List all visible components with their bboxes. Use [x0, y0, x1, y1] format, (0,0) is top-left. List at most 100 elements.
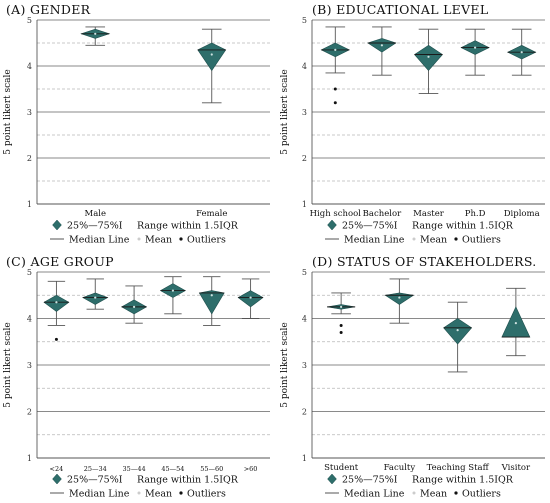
category-label: Teaching Staff	[427, 463, 490, 473]
mean-marker	[171, 289, 175, 292]
legend-outliers-label: Outliers	[187, 235, 226, 246]
legend-box-label: 25%—75%I	[67, 221, 123, 232]
legend-box-swatch	[327, 473, 337, 485]
category-label: >60	[244, 465, 258, 473]
iqr-box	[414, 44, 443, 72]
category-label: 35—44	[123, 465, 146, 473]
box-1	[43, 280, 70, 341]
box-3	[121, 285, 148, 324]
y-tick-label: 5	[27, 268, 32, 277]
legend-range-label: Range within 1.5IQR	[137, 221, 239, 232]
outlier-point	[333, 87, 337, 91]
mean-marker	[210, 53, 213, 56]
legend-range-label: Range within 1.5IQR	[137, 475, 239, 486]
box-3	[414, 28, 443, 95]
panel-c: (C) AGE GROUP 1 2 3 4 5 5 point likert scale <2…	[3, 254, 270, 500]
legend: 25%—75%I Range within 1.5IQR Median Line Me…	[325, 219, 514, 246]
category-label: 45—54	[161, 465, 184, 473]
y-tick-label: 3	[27, 361, 32, 370]
legend-median-label: Median Line	[344, 235, 405, 246]
outlier-point	[339, 330, 343, 334]
legend-mean-label: Mean	[145, 235, 172, 246]
legend-mean-label: Mean	[420, 489, 447, 500]
legend-box-label: 25%—75%I	[342, 475, 398, 486]
iqr-box	[43, 294, 70, 312]
legend-box-swatch	[52, 219, 62, 231]
legend-mean-swatch	[412, 237, 416, 241]
box-1	[320, 26, 350, 105]
category-label: Master	[413, 209, 445, 219]
y-axis-label: 5 point likert scale	[280, 322, 290, 407]
legend-outlier-swatch	[454, 237, 458, 241]
legend: 25%—75%I Range within 1.5IQR Median Line Me…	[50, 473, 239, 500]
legend: 25%—75%I Range within 1.5IQR Median Line Me…	[50, 219, 239, 246]
box-5	[198, 276, 225, 326]
box-1	[80, 26, 111, 46]
mean-marker	[132, 305, 136, 308]
iqr-box	[197, 42, 227, 72]
y-tick-label: 2	[27, 154, 32, 163]
legend-mean-swatch	[137, 491, 141, 495]
legend-outliers-label: Outliers	[187, 489, 226, 500]
box-3	[443, 301, 473, 373]
mean-marker	[94, 296, 97, 299]
y-tick-label: 4	[302, 315, 307, 324]
category-label: Ph.D	[465, 209, 486, 219]
outlier-point	[333, 101, 337, 105]
mean-marker	[474, 46, 477, 49]
box-2	[384, 278, 415, 324]
box-2	[367, 26, 397, 76]
legend-mean-swatch	[412, 491, 416, 495]
iqr-box	[384, 292, 415, 305]
category-label: 55—60	[200, 465, 223, 473]
y-tick-label: 2	[302, 154, 307, 163]
y-tick-label: 1	[302, 200, 307, 209]
y-tick-label: 5	[302, 16, 307, 25]
mean-marker	[249, 296, 252, 299]
mean-marker	[456, 329, 459, 332]
category-label: 25—34	[84, 465, 107, 473]
outlier-point	[54, 337, 58, 341]
box-4	[460, 28, 490, 76]
y-tick-label: 2	[27, 408, 32, 417]
box-1	[327, 292, 356, 334]
mean-marker	[427, 55, 430, 58]
legend-mean-label: Mean	[145, 489, 172, 500]
mean-marker	[520, 51, 523, 54]
panel-title: (A) GENDER	[6, 2, 91, 17]
box-2	[197, 28, 227, 104]
mean-marker	[94, 32, 97, 35]
legend: 25%—75%I Range within 1.5IQR Median Line Me…	[325, 473, 514, 500]
legend-outlier-swatch	[454, 491, 458, 495]
iqr-box	[198, 290, 225, 315]
legend-mean-label: Mean	[420, 235, 447, 246]
y-tick-label: 4	[302, 62, 307, 71]
iqr-box	[237, 290, 264, 308]
legend-outlier-swatch	[179, 491, 183, 495]
mean-marker	[340, 305, 343, 308]
category-label: Visitor	[501, 463, 531, 473]
box-2	[82, 278, 109, 310]
legend-outlier-swatch	[179, 237, 183, 241]
iqr-box	[82, 292, 109, 305]
legend-outliers-label: Outliers	[462, 489, 501, 500]
box-4	[159, 276, 186, 315]
legend-median-label: Median Line	[69, 489, 130, 500]
box-4	[501, 287, 531, 357]
category-label: Male	[84, 209, 106, 219]
legend-median-label: Median Line	[344, 489, 405, 500]
legend-box-swatch	[327, 219, 337, 231]
panel-a: (A) GENDER 1 2 3 4 5 5 point likert scale Male F…	[3, 2, 270, 246]
legend-box-swatch	[52, 473, 62, 485]
y-tick-label: 4	[27, 315, 32, 324]
panel-d: (D) STATUS OF STAKEHOLDERS. 1 2 3 4 5 5 point …	[280, 254, 545, 500]
mean-marker	[398, 296, 401, 299]
mean-marker	[334, 48, 337, 52]
legend-range-label: Range within 1.5IQR	[412, 475, 514, 486]
y-tick-label: 5	[27, 16, 32, 25]
y-tick-label: 3	[302, 361, 307, 370]
category-label: <24	[50, 465, 64, 473]
box-5	[507, 28, 537, 76]
